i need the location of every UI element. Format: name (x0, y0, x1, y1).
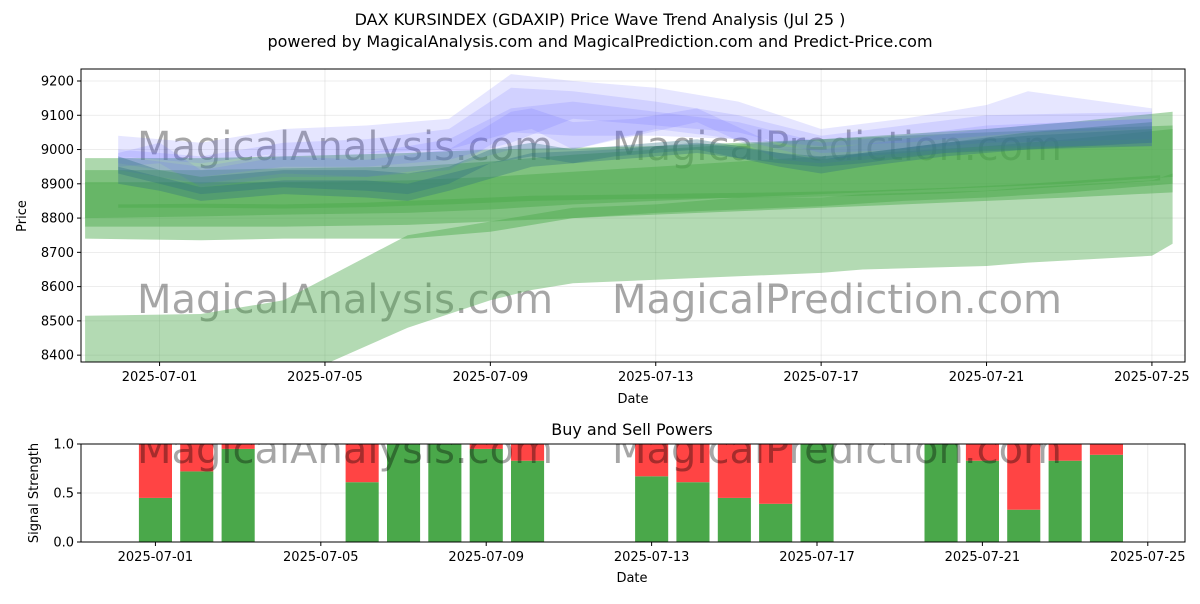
price-y-tick-label: 8700 (41, 246, 74, 261)
signal-y-tick-label: 0.0 (53, 536, 74, 551)
price-y-label: Price (15, 200, 30, 232)
watermark-magicalanalysis-mid: MagicalAnalysis.com (137, 277, 553, 323)
buy-bar (717, 497, 751, 542)
buy-bar (676, 482, 710, 542)
price-x-label: Date (617, 392, 648, 407)
price-y-tick-label: 9100 (41, 109, 74, 124)
signal-x-tick-label: 2025-07-05 (283, 550, 359, 565)
sell-bar (717, 444, 751, 498)
teal-overlap-band (118, 129, 1152, 201)
price-x-tick-label: 2025-07-13 (618, 370, 694, 385)
signal-x-tick-label: 2025-07-13 (614, 550, 690, 565)
price-panel: MagicalAnalysis.com MagicalPrediction.co… (15, 68, 1190, 407)
signal-watermarks: MagicalAnalysis.com MagicalPrediction.co… (137, 427, 1062, 473)
blue-wave-band (118, 108, 1152, 188)
blue-wave-band (118, 101, 1152, 184)
green-forecast-band (85, 125, 1173, 241)
signal-bars (138, 444, 1123, 542)
buy-bar (759, 503, 793, 542)
signal-y-tick-label: 0.5 (53, 487, 74, 502)
price-y-tick-label: 9000 (41, 143, 74, 158)
sell-bar (1089, 444, 1123, 455)
watermark-magicalprediction-top: MagicalPrediction.com (612, 124, 1062, 170)
price-y-tick-label: 9200 (41, 74, 74, 89)
signal-x-tick-label: 2025-07-01 (118, 550, 194, 565)
buy-bar (469, 448, 503, 542)
sell-bar (221, 444, 255, 449)
signal-x-label: Date (616, 571, 647, 586)
sell-bar (1048, 444, 1082, 461)
buy-bar (511, 460, 545, 542)
buy-bar (1089, 454, 1123, 542)
green-forecast-band (85, 173, 1173, 362)
green-forecast-band (85, 111, 1173, 227)
sell-bar (635, 444, 669, 477)
price-x-tick-label: 2025-07-25 (1114, 370, 1190, 385)
price-bands (85, 74, 1173, 362)
price-axes-frame (80, 68, 1186, 363)
signal-x-tick-label: 2025-07-21 (945, 550, 1021, 565)
signal-panel: Buy and Sell Powers MagicalAnalysis.com … (27, 420, 1186, 586)
sell-bar (759, 444, 793, 504)
blue-wave-band (118, 87, 1152, 177)
price-x-tick-label: 2025-07-17 (783, 370, 859, 385)
price-plot-area (81, 69, 1185, 362)
sell-bar (511, 444, 545, 461)
watermark-magicalanalysis-bottom: MagicalAnalysis.com (137, 427, 553, 473)
price-watermarks: MagicalAnalysis.com MagicalPrediction.co… (137, 124, 1062, 323)
price-gridlines (81, 69, 1185, 362)
sell-bar (676, 444, 710, 483)
sell-bar (345, 444, 379, 483)
price-x-tick-label: 2025-07-09 (453, 370, 529, 385)
price-y-tick-label: 8600 (41, 280, 74, 295)
price-y-ticks: 8400 8500 8600 8700 8800 8900 9000 9100 9200 (41, 74, 81, 364)
watermark-magicalanalysis-top: MagicalAnalysis.com (137, 124, 553, 170)
signal-y-label: Signal Strength (27, 443, 42, 543)
buy-bar (428, 444, 462, 542)
sell-bar (180, 444, 214, 472)
sell-bar (965, 444, 999, 461)
signal-x-tick-label: 2025-07-09 (448, 550, 524, 565)
price-y-tick-label: 8900 (41, 177, 74, 192)
price-y-tick-label: 8500 (41, 314, 74, 329)
signal-x-ticks: 2025-07-01 2025-07-05 2025-07-09 2025-07-13… (118, 542, 1186, 565)
signal-x-tick-label: 2025-07-25 (1110, 550, 1186, 565)
buy-bar (965, 460, 999, 542)
sell-bar (138, 444, 172, 498)
buy-bar (221, 448, 255, 542)
price-x-tick-label: 2025-07-21 (949, 370, 1025, 385)
sell-bar (1007, 444, 1041, 510)
green-forecast-band (85, 129, 1173, 219)
price-y-tick-label: 8800 (41, 212, 74, 227)
buy-bar (1007, 509, 1041, 542)
buy-bar (387, 444, 421, 542)
buy-bar (138, 497, 172, 542)
chart-title: DAX KURSINDEX (GDAXIP) Price Wave Trend … (355, 10, 846, 29)
blue-wave-band (118, 74, 1152, 164)
buy-bar (1048, 460, 1082, 542)
price-y-tick-label: 8400 (41, 349, 74, 364)
signal-x-tick-label: 2025-07-17 (779, 550, 855, 565)
buy-bar (800, 444, 834, 542)
signal-y-ticks: 0.0 0.5 1.0 (53, 438, 81, 551)
buy-bar (924, 444, 958, 542)
chart-subtitle: powered by MagicalAnalysis.com and Magic… (267, 32, 932, 51)
signal-plot-area (81, 444, 1185, 542)
watermark-magicalprediction-bottom: MagicalPrediction.com (612, 427, 1062, 473)
teal-overlap-band (118, 122, 1152, 195)
buy-bar (635, 476, 669, 542)
watermark-magicalprediction-mid: MagicalPrediction.com (612, 277, 1062, 323)
sell-bar (469, 444, 503, 449)
price-x-ticks: 2025-07-01 2025-07-05 2025-07-09 2025-07-13… (122, 362, 1190, 385)
price-x-tick-label: 2025-07-05 (287, 370, 363, 385)
buy-bar (180, 471, 214, 542)
signal-title: Buy and Sell Powers (551, 420, 713, 439)
buy-bar (345, 482, 379, 542)
signal-y-tick-label: 1.0 (53, 438, 74, 453)
price-x-tick-label: 2025-07-01 (122, 370, 198, 385)
green-forecast-band (118, 175, 1161, 209)
